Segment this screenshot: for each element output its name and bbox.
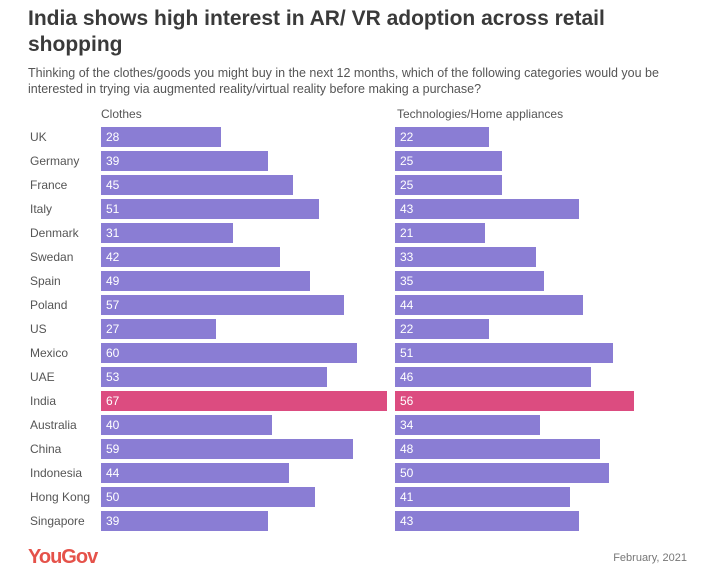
data-label: 39 bbox=[106, 514, 120, 528]
data-label: 51 bbox=[400, 346, 414, 360]
data-label: 57 bbox=[106, 298, 120, 312]
bar-technologies-india bbox=[395, 391, 635, 411]
data-label: 48 bbox=[400, 442, 414, 456]
data-label: 25 bbox=[400, 154, 414, 168]
data-label: 44 bbox=[106, 466, 120, 480]
bar-technologies-denmark bbox=[395, 223, 485, 243]
bar-clothes-swedan bbox=[101, 247, 281, 267]
data-label: 42 bbox=[106, 250, 120, 264]
category-label: France bbox=[30, 178, 68, 192]
data-label: 40 bbox=[106, 418, 120, 432]
category-label: Germany bbox=[30, 154, 80, 168]
data-label: 67 bbox=[106, 394, 120, 408]
data-label: 33 bbox=[400, 250, 414, 264]
bar-technologies-germany bbox=[395, 151, 502, 171]
bar-clothes-us bbox=[101, 319, 217, 339]
bar-clothes-germany bbox=[101, 151, 268, 171]
bar-clothes-india bbox=[101, 391, 388, 411]
bar-technologies-uk bbox=[395, 127, 489, 147]
category-label: Swedan bbox=[30, 250, 74, 264]
bar-technologies-poland bbox=[395, 295, 583, 315]
bar-technologies-singapore bbox=[395, 511, 579, 531]
date-label: February, 2021 bbox=[613, 552, 687, 564]
category-label: UAE bbox=[30, 370, 55, 384]
category-label: Indonesia bbox=[30, 466, 83, 480]
category-label: UK bbox=[30, 130, 47, 144]
bar-technologies-australia bbox=[395, 415, 541, 435]
data-label: 27 bbox=[106, 322, 120, 336]
data-label: 22 bbox=[400, 130, 414, 144]
chart-title: India shows high interest in AR/ VR adop… bbox=[28, 7, 605, 56]
bar-technologies-spain bbox=[395, 271, 545, 291]
category-label: US bbox=[30, 322, 47, 336]
data-label: 43 bbox=[400, 202, 414, 216]
data-label: 44 bbox=[400, 298, 414, 312]
bar-technologies-hong-kong bbox=[395, 487, 571, 507]
data-label: 41 bbox=[400, 490, 414, 504]
data-label: 35 bbox=[400, 274, 414, 288]
category-label: Poland bbox=[30, 298, 68, 312]
category-label: Denmark bbox=[30, 226, 79, 240]
data-label: 31 bbox=[106, 226, 120, 240]
data-label: 22 bbox=[400, 322, 414, 336]
category-label: Hong Kong bbox=[30, 490, 91, 504]
bar-clothes-denmark bbox=[101, 223, 234, 243]
bar-clothes-hong-kong bbox=[101, 487, 315, 507]
bar-technologies-indonesia bbox=[395, 463, 609, 483]
series-title-clothes: Clothes bbox=[101, 107, 142, 121]
data-label: 21 bbox=[400, 226, 414, 240]
bar-clothes-mexico bbox=[101, 343, 358, 363]
category-label: Singapore bbox=[30, 514, 85, 528]
bar-technologies-mexico bbox=[395, 343, 613, 363]
bar-clothes-france bbox=[101, 175, 294, 195]
data-label: 39 bbox=[106, 154, 120, 168]
bar-clothes-italy bbox=[101, 199, 319, 219]
data-label: 25 bbox=[400, 178, 414, 192]
category-label: Spain bbox=[30, 274, 61, 288]
category-label: Mexico bbox=[30, 346, 69, 360]
bar-technologies-us bbox=[395, 319, 489, 339]
series-title-technologies: Technologies/Home appliances bbox=[397, 107, 564, 121]
data-label: 49 bbox=[106, 274, 120, 288]
data-label: 53 bbox=[106, 370, 120, 384]
data-label: 50 bbox=[106, 490, 120, 504]
bar-technologies-italy bbox=[395, 199, 579, 219]
category-label: China bbox=[30, 442, 62, 456]
category-label: Australia bbox=[30, 418, 77, 432]
yougov-logo: YouGov bbox=[28, 546, 98, 568]
bar-technologies-uae bbox=[395, 367, 592, 387]
bar-clothes-poland bbox=[101, 295, 345, 315]
data-label: 50 bbox=[400, 466, 414, 480]
bar-clothes-singapore bbox=[101, 511, 268, 531]
data-label: 56 bbox=[400, 394, 414, 408]
data-label: 45 bbox=[106, 178, 120, 192]
data-label: 46 bbox=[400, 370, 414, 384]
bar-clothes-uk bbox=[101, 127, 221, 147]
category-label: India bbox=[30, 394, 57, 408]
data-label: 34 bbox=[400, 418, 414, 432]
bar-technologies-china bbox=[395, 439, 600, 459]
data-label: 51 bbox=[106, 202, 120, 216]
bar-technologies-france bbox=[395, 175, 502, 195]
data-label: 43 bbox=[400, 514, 414, 528]
category-label: Italy bbox=[30, 202, 53, 216]
bar-clothes-spain bbox=[101, 271, 311, 291]
bar-clothes-uae bbox=[101, 367, 328, 387]
data-label: 28 bbox=[106, 130, 120, 144]
bar-technologies-swedan bbox=[395, 247, 536, 267]
bar-clothes-china bbox=[101, 439, 353, 459]
chart-subtitle: Thinking of the clothes/goods you might … bbox=[28, 66, 659, 96]
data-label: 59 bbox=[106, 442, 120, 456]
data-label: 60 bbox=[106, 346, 120, 360]
bar-clothes-australia bbox=[101, 415, 272, 435]
bar-clothes-indonesia bbox=[101, 463, 289, 483]
